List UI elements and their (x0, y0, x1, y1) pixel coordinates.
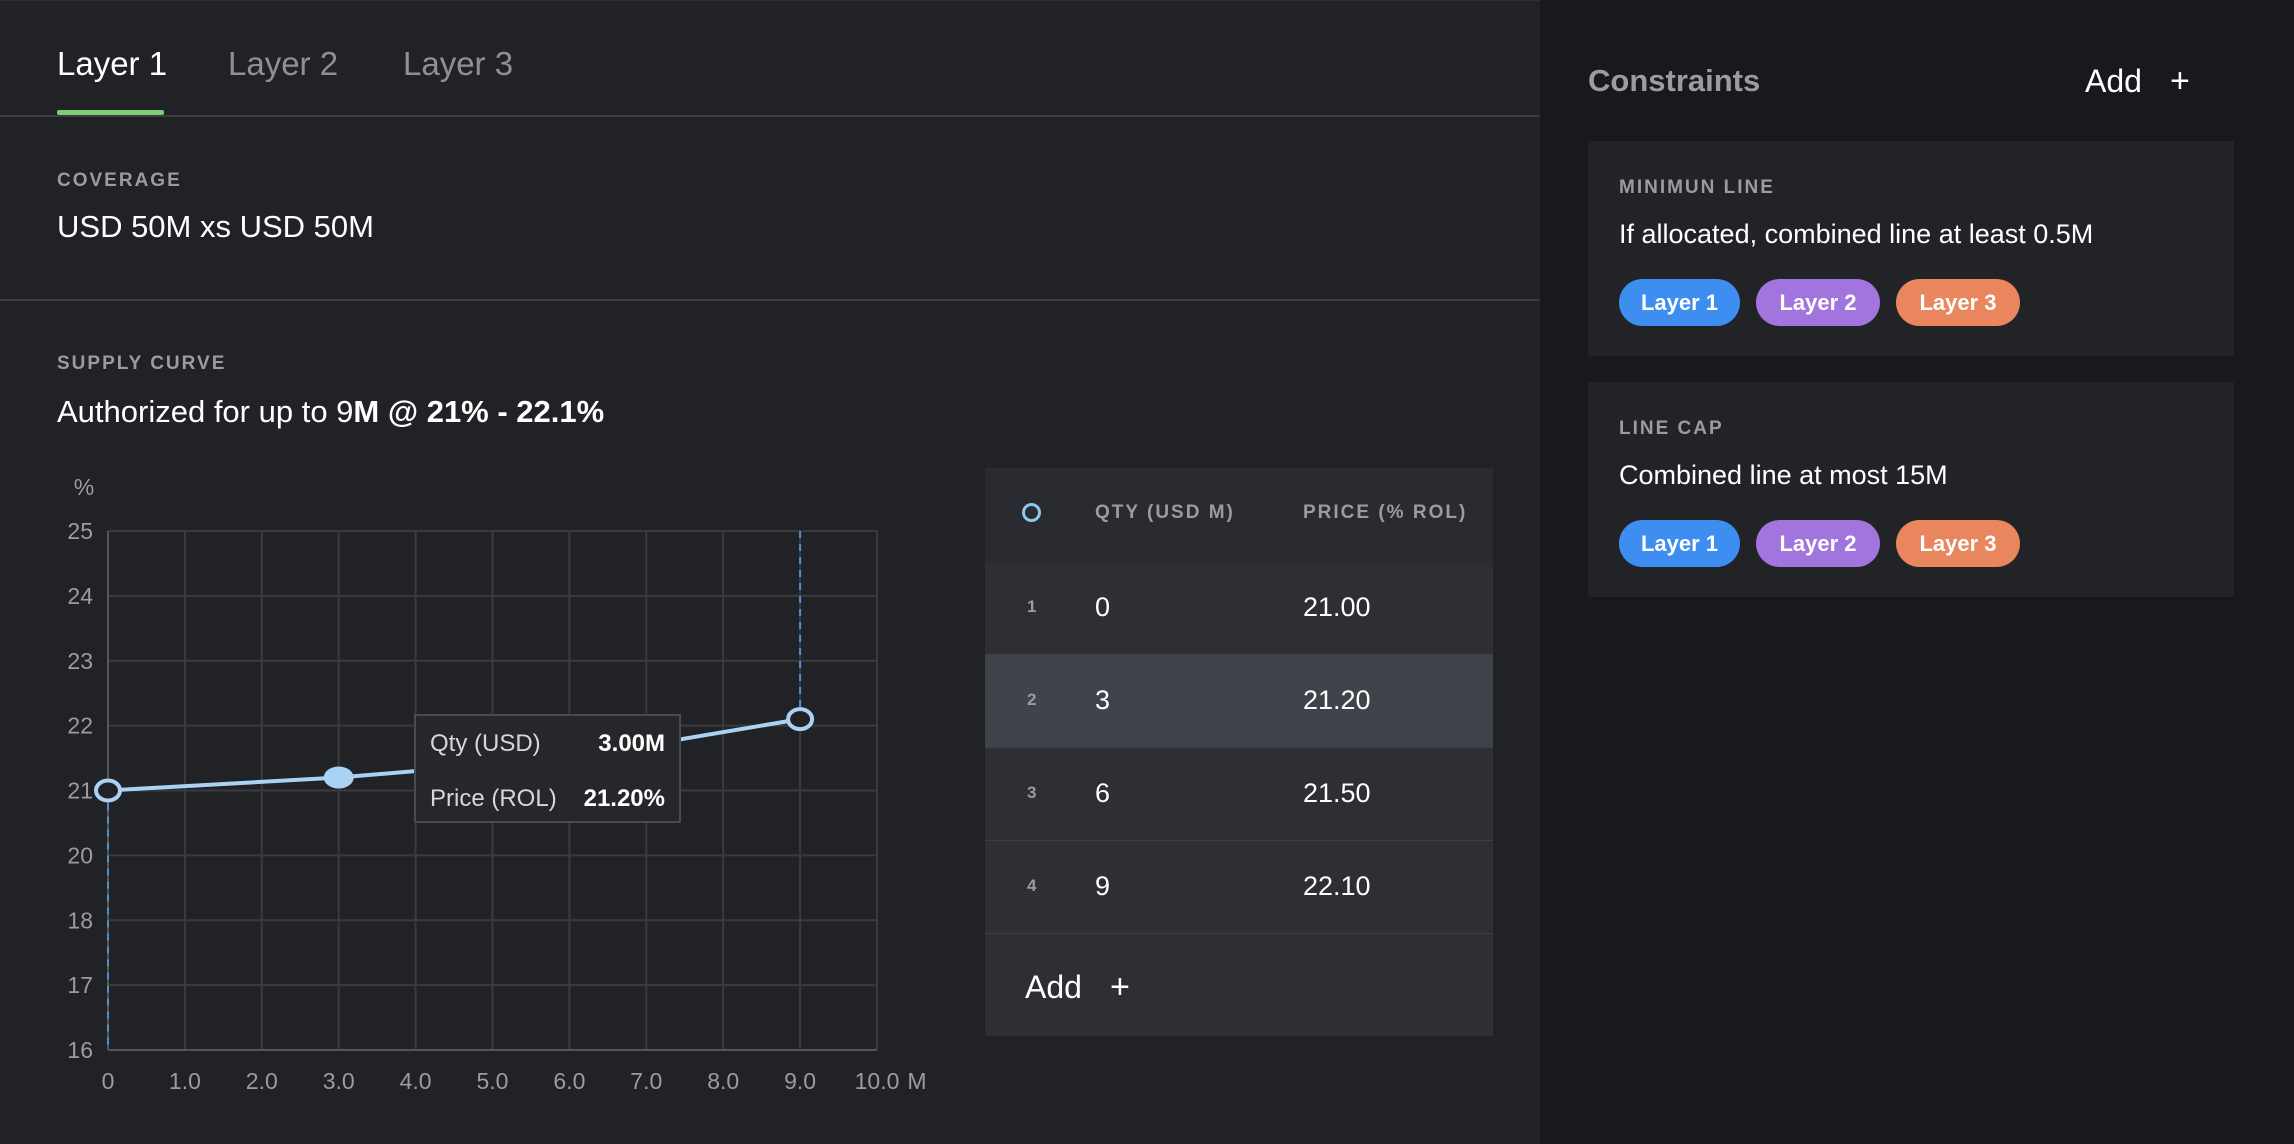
constraint-label: LINE CAP (1619, 418, 1724, 439)
y-tick-label: 18 (67, 907, 93, 933)
constraint-card-line-cap[interactable]: LINE CAP Combined line at most 15M Layer… (1588, 382, 2234, 597)
row-index: 3 (1027, 783, 1037, 802)
x-axis-unit-label: M (907, 1068, 926, 1094)
row-price[interactable]: 22.10 (1303, 871, 1371, 901)
y-tick-label: 25 (67, 518, 93, 544)
tab-layer-2[interactable]: Layer 2 (228, 45, 339, 82)
constraints-panel: Constraints Add + MINIMUN LINE If allocat… (1540, 0, 2294, 1144)
table-row[interactable]: 3 6 21.50 (985, 748, 1493, 841)
plus-icon: + (1109, 968, 1130, 1006)
coverage-label: COVERAGE (57, 170, 182, 191)
row-qty[interactable]: 0 (1095, 592, 1111, 622)
tab-layer-1[interactable]: Layer 1 (57, 45, 168, 82)
main-panel: Layer 1 Layer 2 Layer 3 COVERAGE USD 50M… (0, 0, 1540, 1101)
y-tick-label: 22 (67, 713, 93, 739)
add-constraint-button[interactable]: Add + (2085, 62, 2190, 101)
tag-layer-1[interactable]: Layer 1 (1619, 520, 1740, 567)
table-row[interactable]: 1 0 21.00 (985, 562, 1493, 655)
add-row-button[interactable]: Add + (1025, 968, 1130, 1007)
row-price[interactable]: 21.50 (1303, 778, 1371, 808)
add-row-label: Add (1025, 969, 1082, 1005)
column-header-qty: QTY (USD M) (1095, 502, 1235, 523)
x-tick-label: 10.0 (855, 1068, 900, 1094)
y-tick-label: 23 (67, 648, 93, 674)
x-tick-label: 1.0 (169, 1068, 201, 1094)
constraint-text: If allocated, combined line at least 0.5… (1619, 219, 2094, 249)
constraint-card-minimum-line[interactable]: MINIMUN LINE If allocated, combined line… (1588, 141, 2234, 356)
column-header-price: PRICE (% ROL) (1303, 502, 1468, 523)
table-row[interactable]: 2 3 21.20 (985, 655, 1493, 748)
tag-layer-1[interactable]: Layer 1 (1619, 279, 1740, 326)
x-tick-label: 4.0 (400, 1068, 432, 1094)
x-tick-label: 5.0 (477, 1068, 509, 1094)
row-qty[interactable]: 3 (1095, 685, 1111, 715)
tag-layer-3[interactable]: Layer 3 (1896, 279, 2020, 326)
y-tick-label: 17 (67, 972, 93, 998)
add-constraint-label: Add (2085, 63, 2142, 99)
tag-layer-2[interactable]: Layer 2 (1756, 520, 1880, 567)
tag-layer-2[interactable]: Layer 2 (1756, 279, 1880, 326)
y-axis-unit-label: % (74, 474, 94, 500)
coverage-value: USD 50M xs USD 50M (57, 209, 374, 244)
tooltip-qty-label: Qty (USD) (430, 730, 541, 757)
curve-point-handle (94, 778, 122, 803)
point-marker-icon (1022, 503, 1041, 522)
row-price[interactable]: 21.00 (1303, 592, 1371, 622)
tab-layer-3[interactable]: Layer 3 (403, 45, 514, 82)
row-index: 1 (1027, 597, 1037, 616)
curve-point-selected (323, 766, 354, 789)
tooltip-qty-row: Qty (USD) 3.00M (430, 730, 665, 758)
layer-tabs: Layer 1 Layer 2 Layer 3 (0, 1, 1540, 117)
supply-curve-table: QTY (USD M) PRICE (% ROL) 1 0 21.00 2 3 … (985, 468, 1493, 1036)
tag-layer-3[interactable]: Layer 3 (1896, 520, 2020, 567)
row-price[interactable]: 21.20 (1303, 685, 1371, 715)
tooltip-price-row: Price (ROL) 21.20% (430, 785, 665, 813)
y-tick-label: 20 (67, 842, 93, 868)
plus-icon: + (2169, 62, 2190, 100)
active-tab-indicator (57, 110, 164, 115)
constraints-title: Constraints (1588, 63, 1761, 98)
x-tick-label: 7.0 (630, 1068, 662, 1094)
x-tick-label: 6.0 (553, 1068, 585, 1094)
supply-title-prefix: Authorized for up to 9 (57, 394, 354, 429)
constraint-text: Combined line at most 15M (1619, 460, 1948, 490)
chart-tooltip: Qty (USD) 3.00M Price (ROL) 21.20% (414, 714, 681, 823)
y-tick-label: 24 (67, 583, 93, 609)
tooltip-price-label: Price (ROL) (430, 785, 557, 812)
x-tick-label: 2.0 (246, 1068, 278, 1094)
curve-point-handle (786, 707, 815, 732)
supply-title-bold: M @ 21% - 22.1% (353, 394, 605, 429)
table-header: QTY (USD M) PRICE (% ROL) (985, 468, 1493, 562)
coverage-section: COVERAGE USD 50M xs USD 50M (0, 117, 1540, 301)
x-tick-label: 8.0 (707, 1068, 739, 1094)
row-qty[interactable]: 9 (1095, 871, 1111, 901)
supply-curve-chart[interactable]: % 25 24 23 22 21 20 18 17 16 0 1.0 2.0 3.0 4.0 5.0 6.0 7… (0, 461, 960, 1101)
x-tick-label: 9.0 (784, 1068, 816, 1094)
table-row[interactable]: 4 9 22.10 (985, 841, 1493, 934)
row-index: 4 (1027, 876, 1037, 895)
x-tick-label: 3.0 (323, 1068, 355, 1094)
y-tick-label: 16 (67, 1037, 93, 1063)
constraint-label: MINIMUN LINE (1619, 177, 1775, 198)
x-tick-label: 0 (102, 1068, 115, 1094)
supply-curve-title: Authorized for up to 9M @ 21% - 22.1% (57, 394, 604, 430)
supply-curve-label: SUPPLY CURVE (57, 353, 227, 374)
tooltip-price-value: 21.20% (583, 785, 665, 812)
row-qty[interactable]: 6 (1095, 778, 1111, 808)
y-tick-label: 21 (67, 778, 93, 804)
row-index: 2 (1027, 690, 1037, 709)
tooltip-qty-value: 3.00M (598, 730, 665, 757)
